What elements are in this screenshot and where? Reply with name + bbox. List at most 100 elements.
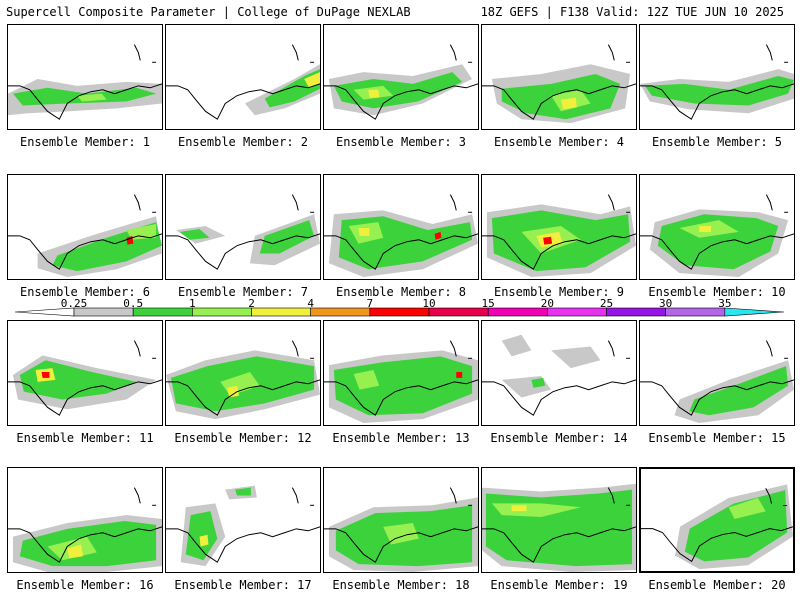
ensemble-panel-8[interactable] (323, 174, 479, 280)
ensemble-panel-14[interactable] (481, 320, 637, 426)
ensemble-member-label: Ensemble Member: 16 (16, 578, 154, 592)
lake-shore (449, 44, 457, 61)
ensemble-panel-12[interactable] (165, 320, 321, 426)
scp-contour-light_green (353, 370, 380, 390)
coastline (640, 379, 794, 416)
scp-field-map (482, 44, 636, 124)
colorbar-segment-30 (665, 307, 726, 317)
coastline (166, 233, 320, 270)
scp-contour-yellow (358, 227, 370, 236)
scp-field-map (324, 194, 478, 278)
lake-shore (133, 194, 141, 211)
ensemble-member-label: Ensemble Member: 2 (177, 135, 309, 149)
ensemble-panel-1[interactable] (7, 24, 163, 130)
scp-contour-green (179, 228, 210, 240)
coastline (640, 233, 794, 270)
scp-contour-light_green (77, 93, 107, 102)
scp-contour-yellow (199, 534, 209, 547)
scp-field-map (166, 194, 320, 270)
ensemble-member-label: Ensemble Member: 14 (490, 431, 628, 445)
scp-contour-yellow (67, 544, 84, 559)
scp-contour-green (333, 72, 463, 109)
scp-contour-green (689, 366, 789, 416)
ensemble-panel-3[interactable] (323, 24, 479, 130)
colorbar-segment-25 (606, 307, 666, 317)
coastline (324, 379, 478, 416)
scp-contour-yellow (227, 385, 240, 398)
ensemble-panel-19[interactable] (481, 467, 637, 573)
ensemble-panel-15[interactable] (639, 320, 795, 426)
ensemble-panel-16[interactable] (7, 467, 163, 573)
ensemble-panel-13[interactable] (323, 320, 479, 426)
ensemble-panel-2[interactable] (165, 24, 321, 130)
ensemble-member-label: Ensemble Member: 9 (493, 285, 625, 299)
ensemble-panel-17[interactable] (165, 467, 321, 573)
lake-shore (765, 44, 773, 61)
ensemble-member-label: Ensemble Member: 3 (335, 135, 467, 149)
ensemble-panel-4[interactable] (481, 24, 637, 130)
ensemble-member-label: Ensemble Member: 12 (174, 431, 312, 445)
scp-contour-red (41, 372, 50, 378)
scp-contour-green (264, 69, 320, 108)
ensemble-member-label: Ensemble Member: 7 (177, 285, 309, 299)
lake-shore (607, 194, 615, 211)
scp-contour-yellow (368, 89, 380, 98)
lake-shore (607, 340, 615, 357)
lake-shore (765, 340, 773, 357)
lake-shore (133, 487, 141, 504)
ensemble-member-label: Ensemble Member: 11 (16, 431, 154, 445)
ensemble-panel-10[interactable] (639, 174, 795, 280)
scp-field-map (640, 44, 794, 120)
ensemble-member-label: Ensemble Member: 15 (648, 431, 786, 445)
lake-shore (449, 340, 457, 357)
colorbar-tick-label: 35 (718, 297, 732, 310)
scp-contour-yellow (699, 226, 712, 232)
colorbar-tick-label: 10 (422, 297, 436, 310)
scp-contour-gray (501, 334, 532, 357)
coastline (8, 233, 162, 270)
colorbar-tick-label: 1 (189, 297, 196, 310)
scp-contour-green (531, 377, 546, 388)
coastline (482, 526, 636, 563)
ensemble-member-label: Ensemble Member: 8 (335, 285, 467, 299)
ensemble-member-label: Ensemble Member: 19 (490, 578, 628, 592)
scp-contour-green (185, 511, 218, 561)
lake-shore (607, 44, 615, 61)
lake-shore (449, 194, 457, 211)
coastline (324, 526, 478, 563)
ensemble-panel-6[interactable] (7, 174, 163, 280)
ensemble-panel-9[interactable] (481, 174, 637, 280)
colorbar-segment-20 (547, 307, 607, 317)
ensemble-panel-20[interactable] (639, 467, 795, 573)
colorbar-tick-label: 7 (366, 297, 374, 310)
scp-field-map (166, 44, 320, 120)
ensemble-panel-18[interactable] (323, 467, 479, 573)
lake-shore (133, 340, 141, 357)
scp-field-map (324, 340, 478, 424)
ensemble-panel-7[interactable] (165, 174, 321, 280)
coastline (324, 83, 478, 120)
ensemble-panel-11[interactable] (7, 320, 163, 426)
ensemble-member-label: Ensemble Member: 5 (651, 135, 783, 149)
colorbar-segment-2 (251, 307, 311, 317)
scp-field-map (8, 340, 162, 416)
coastline (166, 526, 320, 563)
scp-field-map (640, 340, 794, 424)
ensemble-panel-5[interactable] (639, 24, 795, 130)
scp-field-map (8, 44, 162, 120)
scp-contour-green (333, 356, 473, 416)
scp-contour-green (235, 487, 251, 496)
coastline (8, 379, 162, 416)
scp-contour-red (456, 372, 463, 378)
coastline (641, 526, 793, 563)
scp-contour-green (259, 220, 315, 254)
colorbar-segment-1 (192, 307, 252, 317)
scp-field-map (641, 484, 793, 570)
coastline (640, 83, 794, 120)
scp-contour-red (434, 231, 442, 240)
ensemble-member-label: Ensemble Member: 10 (648, 285, 786, 299)
scp-contour-yellow (560, 97, 577, 110)
coastline (324, 233, 478, 270)
scp-contour-light_green (383, 522, 419, 545)
lake-shore (607, 487, 615, 504)
